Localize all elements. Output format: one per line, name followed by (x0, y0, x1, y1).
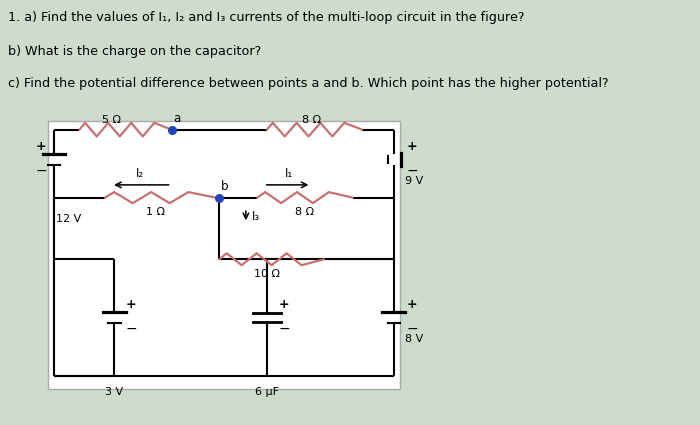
FancyBboxPatch shape (48, 121, 400, 389)
Text: +: + (407, 139, 417, 153)
Text: −: − (279, 322, 290, 336)
Text: b) What is the charge on the capacitor?: b) What is the charge on the capacitor? (8, 45, 261, 58)
Text: +: + (279, 298, 289, 311)
Text: 12 V: 12 V (56, 214, 81, 224)
Text: 3 V: 3 V (105, 387, 123, 397)
Text: I₃: I₃ (252, 210, 260, 223)
Text: 9 V: 9 V (405, 176, 424, 186)
Text: I₂: I₂ (136, 167, 144, 180)
Text: +: + (407, 298, 417, 311)
Text: 1. a) Find the values of I₁, I₂ and I₃ currents of the multi-loop circuit in the: 1. a) Find the values of I₁, I₂ and I₃ c… (8, 11, 524, 24)
Text: +: + (36, 139, 47, 153)
Text: 6 μF: 6 μF (255, 387, 279, 397)
Text: −: − (36, 164, 47, 178)
Text: 5 Ω: 5 Ω (102, 114, 120, 125)
Text: −: − (407, 164, 419, 178)
Text: 10 Ω: 10 Ω (254, 269, 280, 279)
Text: b: b (221, 180, 229, 193)
Text: 8 Ω: 8 Ω (295, 207, 314, 217)
Text: a: a (174, 112, 181, 125)
Text: 8 V: 8 V (405, 334, 424, 344)
Text: −: − (407, 322, 419, 336)
Text: −: − (126, 322, 137, 336)
Text: 8 Ω: 8 Ω (302, 114, 321, 125)
Text: c) Find the potential difference between points a and b. Which point has the hig: c) Find the potential difference between… (8, 76, 608, 90)
Text: +: + (126, 298, 136, 311)
Text: I₁: I₁ (285, 167, 293, 180)
Text: 1 Ω: 1 Ω (146, 207, 165, 217)
